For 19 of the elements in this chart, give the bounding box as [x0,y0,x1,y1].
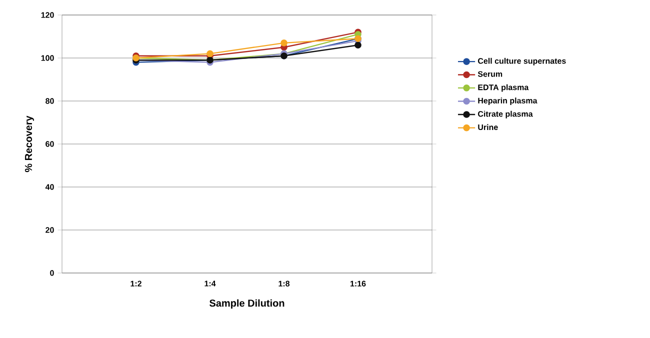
legend-label: Citrate plasma [478,110,533,118]
x-tick-label: 1:8 [278,280,290,286]
y-tick-label: 100 [41,55,54,61]
legend-label: Heparin plasma [478,98,538,106]
y-tick-label: 40 [45,184,54,190]
x-axis-title: Sample Dilution [210,299,284,309]
legend-label: Cell culture supernates [478,58,566,66]
legend-label: Serum [478,71,502,77]
y-axis-title: % Recovery [24,116,34,172]
x-tick-label: 1:4 [204,280,216,286]
x-tick-label: 1:16 [350,280,366,286]
legend-label: Urine [478,124,498,130]
y-tick-label: 80 [46,98,54,104]
y-tick-label: 60 [46,141,54,147]
y-tick-label: 20 [46,227,54,233]
y-tick-label: 0 [50,270,54,276]
y-tick-label: 120 [41,12,54,18]
legend-label: EDTA plasma [478,84,529,92]
x-tick-label: 1:2 [130,280,142,286]
